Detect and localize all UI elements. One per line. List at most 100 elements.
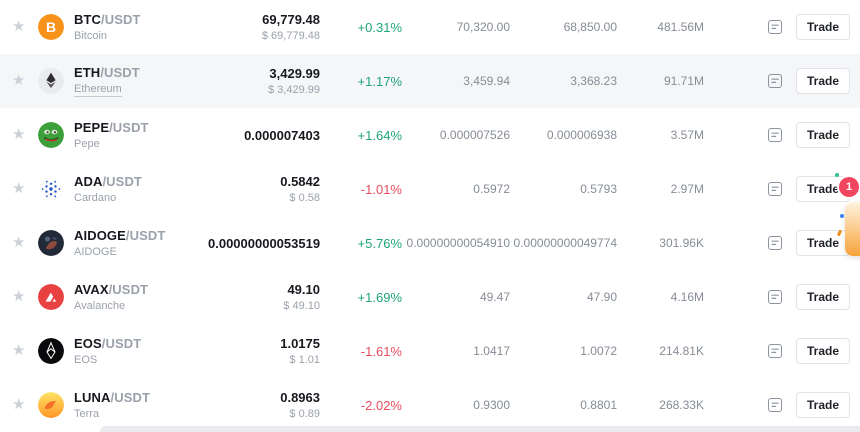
price-usd: $ 0.89 <box>289 408 320 420</box>
eos-icon <box>38 338 74 364</box>
change-24h: +1.69% <box>357 289 402 305</box>
ada-icon <box>38 176 74 202</box>
last-price: 3,429.99 <box>269 66 320 81</box>
pair-base[interactable]: LUNA <box>74 390 111 405</box>
low-24h: 68,850.00 <box>563 20 617 34</box>
favorite-star-icon[interactable]: ★ <box>12 342 26 359</box>
high-24h: 49.47 <box>479 290 510 304</box>
volume-24h: 214.81K <box>659 344 704 358</box>
volume-24h: 4.16M <box>670 290 704 304</box>
last-price: 1.0175 <box>280 336 320 351</box>
trade-button[interactable]: Trade <box>795 392 850 418</box>
kline-detail-icon[interactable] <box>766 72 784 90</box>
kline-detail-icon[interactable] <box>766 396 784 414</box>
volume-24h: 481.56M <box>657 20 704 34</box>
notification-badge: 1 <box>839 177 859 197</box>
volume-24h: 301.96K <box>659 236 704 250</box>
favorite-star-icon[interactable]: ★ <box>12 288 26 305</box>
favorite-star-icon[interactable]: ★ <box>12 126 26 143</box>
coin-name: Avalanche <box>74 300 126 312</box>
pair-base[interactable]: AIDOGE <box>74 228 126 243</box>
volume-24h: 91.71M <box>663 74 704 88</box>
price-usd: $ 69,779.48 <box>261 30 320 42</box>
coin-name: Terra <box>74 408 100 420</box>
pair-quote: /USDT <box>108 282 149 297</box>
trade-button[interactable]: Trade <box>795 284 850 310</box>
coin-name: AIDOGE <box>74 246 117 258</box>
avax-icon <box>38 284 74 310</box>
pair-quote: /USDT <box>110 390 151 405</box>
pair-quote: /USDT <box>101 336 142 351</box>
table-row[interactable]: ★ AVAX/USDT Avalanche 49.10 $ 49.10 +1.6… <box>0 270 860 324</box>
favorite-star-icon[interactable]: ★ <box>12 18 26 35</box>
last-price: 0.8963 <box>280 390 320 405</box>
coin-name: Ethereum <box>74 83 122 97</box>
promo-floating-widget[interactable] <box>845 202 860 256</box>
price-usd: $ 1.01 <box>289 354 320 366</box>
change-24h: -1.01% <box>360 181 402 197</box>
price-usd: $ 49.10 <box>283 300 320 312</box>
coin-name: EOS <box>74 354 98 366</box>
trade-button[interactable]: Trade <box>795 14 850 40</box>
last-price: 69,779.48 <box>262 12 320 27</box>
table-row[interactable]: ★ ETH/USDT Ethereum 3,429.99 $ 3,429.99 … <box>0 54 860 108</box>
pair-base[interactable]: EOS <box>74 336 102 351</box>
pair-base[interactable]: AVAX <box>74 282 109 297</box>
last-price: 49.10 <box>287 282 320 297</box>
table-row[interactable]: ★ ADA/USDT Cardano 0.5842 $ 0.58 -1.01% … <box>0 162 860 216</box>
last-price: 0.5842 <box>280 174 320 189</box>
coin-name: Cardano <box>74 192 117 204</box>
confetti-dot <box>835 173 839 177</box>
price-usd: $ 3,429.99 <box>268 84 320 96</box>
kline-detail-icon[interactable] <box>766 234 784 252</box>
favorite-star-icon[interactable]: ★ <box>12 234 26 251</box>
low-24h: 47.90 <box>586 290 617 304</box>
pair-base[interactable]: ADA <box>74 174 103 189</box>
trade-button[interactable]: Trade <box>795 338 850 364</box>
price-usd: $ 0.58 <box>289 192 320 204</box>
table-row[interactable]: ★ PEPE/USDT Pepe 0.000007403 +1.64% 0.00… <box>0 108 860 162</box>
high-24h: 0.5972 <box>473 182 510 196</box>
high-24h: 0.9300 <box>473 398 510 412</box>
luna-icon <box>38 392 74 418</box>
change-24h: +1.17% <box>357 73 402 89</box>
kline-detail-icon[interactable] <box>766 342 784 360</box>
pair-base[interactable]: ETH <box>74 65 101 80</box>
pair-quote: /USDT <box>102 174 142 189</box>
change-24h: -2.02% <box>360 397 402 413</box>
change-24h: +0.31% <box>357 19 402 35</box>
pair-base[interactable]: BTC <box>74 12 102 27</box>
pair-base[interactable]: PEPE <box>74 120 110 135</box>
low-24h: 0.00000000049774 <box>513 236 617 250</box>
table-row[interactable]: ★ EOS/USDT EOS 1.0175 $ 1.01 -1.61% 1.04… <box>0 324 860 378</box>
high-24h: 3,459.94 <box>463 74 510 88</box>
low-24h: 0.000006938 <box>546 128 617 142</box>
trade-button[interactable]: Trade <box>795 122 850 148</box>
pair-quote: /USDT <box>100 65 140 80</box>
kline-detail-icon[interactable] <box>766 18 784 36</box>
volume-24h: 3.57M <box>670 128 704 142</box>
table-row[interactable]: ★ LUNA/USDT Terra 0.8963 $ 0.89 -2.02% 0… <box>0 378 860 432</box>
favorite-star-icon[interactable]: ★ <box>12 180 26 197</box>
pair-quote: /USDT <box>101 12 141 27</box>
aidoge-icon <box>38 230 74 256</box>
kline-detail-icon[interactable] <box>766 126 784 144</box>
low-24h: 1.0072 <box>580 344 617 358</box>
last-price: 0.000007403 <box>244 127 320 143</box>
change-24h: +5.76% <box>357 235 402 251</box>
coin-name: Bitcoin <box>74 30 108 42</box>
table-row[interactable]: ★ AIDOGE/USDT AIDOGE 0.00000000053519 +5… <box>0 216 860 270</box>
kline-detail-icon[interactable] <box>766 180 784 198</box>
eth-icon <box>38 68 74 94</box>
trade-button[interactable]: Trade <box>795 68 850 94</box>
confetti-dot <box>840 214 844 218</box>
high-24h: 0.000007526 <box>439 128 510 142</box>
change-24h: -1.61% <box>360 343 402 359</box>
favorite-star-icon[interactable]: ★ <box>12 72 26 89</box>
trade-button[interactable]: Trade <box>795 176 850 202</box>
favorite-star-icon[interactable]: ★ <box>12 396 26 413</box>
kline-detail-icon[interactable] <box>766 288 784 306</box>
high-24h: 0.00000000054910 <box>406 236 510 250</box>
trade-button[interactable]: Trade <box>795 230 850 256</box>
table-row[interactable]: ★ B BTC/USDT Bitcoin 69,779.48 $ 69,779.… <box>0 0 860 54</box>
